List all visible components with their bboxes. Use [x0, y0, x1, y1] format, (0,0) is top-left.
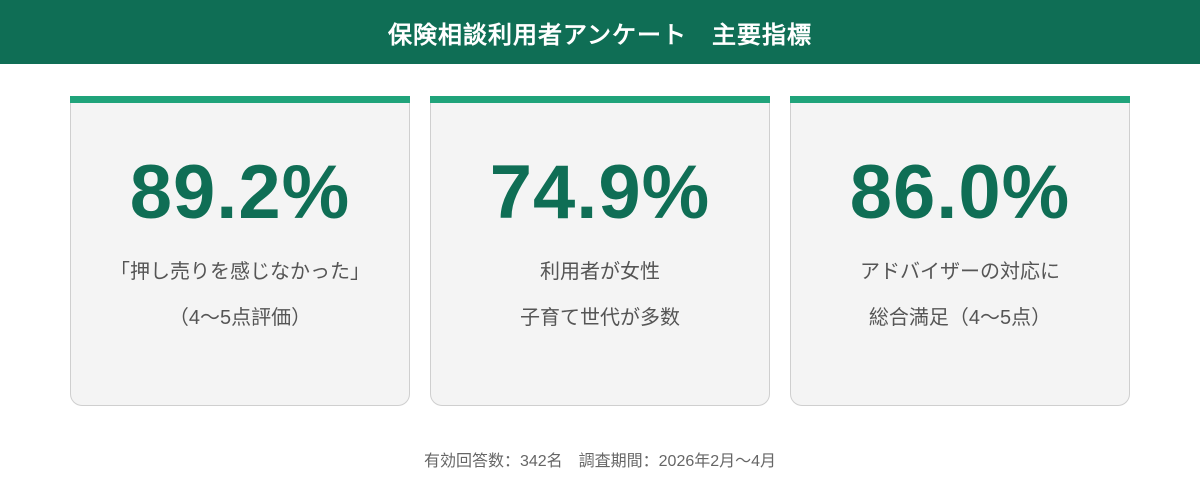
stat-value: 74.9%	[489, 150, 711, 235]
page-title: 保険相談利用者アンケート 主要指標	[0, 0, 1200, 64]
stat-sublabel: 総合満足（4〜5点）	[868, 307, 1052, 329]
stat-card: 74.9% 利用者が女性 子育て世代が多数	[430, 96, 770, 406]
card-accent-bar	[790, 96, 1130, 103]
stat-label: 「押し売りを感じなかった」	[110, 261, 370, 283]
stat-sublabel: （4〜5点評価）	[168, 307, 312, 329]
stat-label: 利用者が女性	[540, 261, 660, 283]
card-accent-bar	[70, 96, 410, 103]
stat-sublabel: 子育て世代が多数	[520, 307, 680, 329]
stat-label: アドバイザーの対応に	[860, 261, 1060, 283]
stat-value: 89.2%	[129, 150, 351, 235]
survey-footnote: 有効回答数：342名 調査期間：2026年2月〜4月	[423, 453, 777, 470]
card-accent-bar	[430, 96, 770, 103]
stat-card: 89.2% 「押し売りを感じなかった」 （4〜5点評価）	[70, 96, 410, 406]
stat-card: 86.0% アドバイザーの対応に 総合満足（4〜5点）	[790, 96, 1130, 406]
stat-value: 86.0%	[849, 150, 1071, 235]
